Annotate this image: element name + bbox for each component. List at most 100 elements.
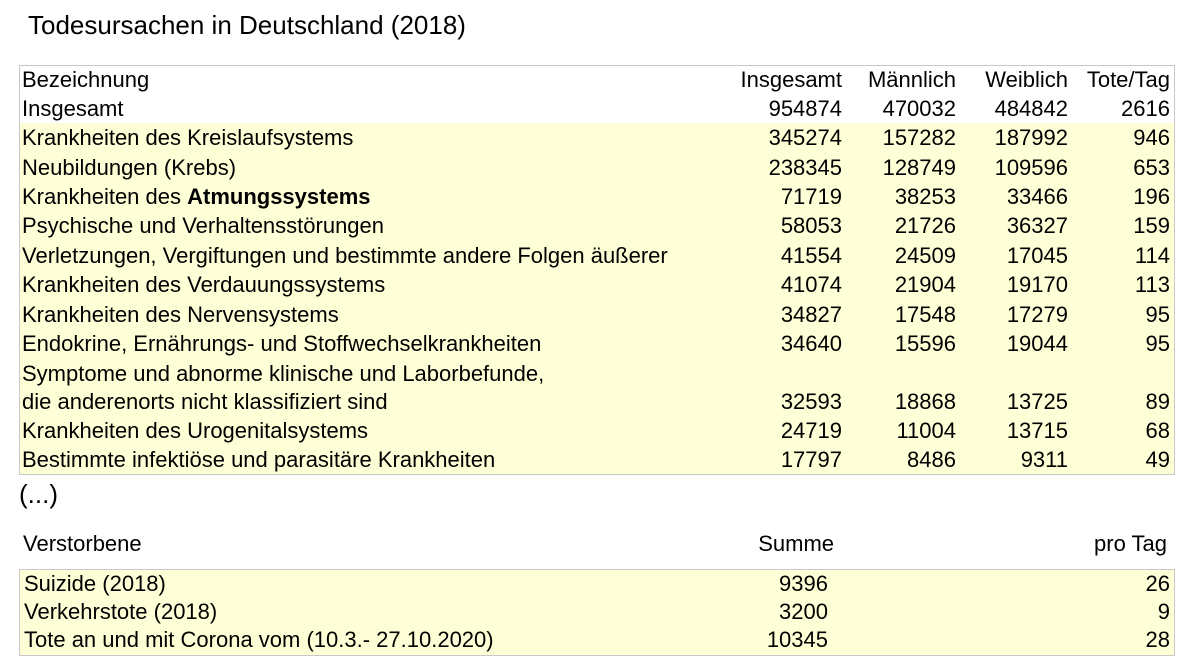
row-male: 17548 (894, 302, 956, 327)
row-total: 58053 (780, 213, 842, 238)
row-female: 19044 (1006, 331, 1068, 356)
row-per-day: 159 (1133, 213, 1170, 238)
row-male: 128749 (882, 155, 956, 180)
row-per-day: 49 (1145, 447, 1170, 472)
row-male: 21904 (894, 272, 956, 297)
row-total: 71719 (780, 184, 842, 209)
row-male: 11004 (896, 418, 956, 443)
table-row: Krankheiten des Verdauungssystems 41074 … (20, 270, 1174, 300)
deaths-row-sum: 3200 (779, 599, 828, 624)
table-row: Krankheiten des Nervensystems 34827 1754… (20, 300, 1174, 329)
deaths-row-per-day: 26 (1145, 571, 1170, 596)
row-total: 238345 (768, 155, 842, 180)
row-total: 41074 (780, 272, 842, 297)
header-total: Insgesamt (740, 67, 843, 92)
row-male: 21726 (894, 213, 956, 238)
row-name: Krankheiten des Atmungssystems (22, 182, 371, 211)
row-female: 9311 (1020, 447, 1068, 472)
row-per-day: 95 (1145, 302, 1170, 327)
row-female: 13715 (1006, 418, 1068, 443)
row-per-day: 68 (1145, 418, 1170, 443)
row-female: 33466 (1006, 184, 1068, 209)
row-per-day: 114 (1134, 243, 1170, 268)
row-name: Krankheiten des Kreislaufsystems (22, 125, 354, 150)
row-per-day: 89 (1145, 389, 1170, 414)
page-title: Todesursachen in Deutschland (2018) (28, 10, 466, 40)
deaths-row-sum: 10345 (766, 627, 828, 652)
row-total: 345274 (768, 125, 842, 150)
row-male: 15596 (894, 331, 956, 356)
row-name-line1: Symptome und abnorme klinische und Labor… (22, 361, 545, 386)
row-name: Verletzungen, Vergiftungen und bestimmte… (22, 243, 668, 268)
row-name: Bestimmte infektiöse und parasitäre Kran… (22, 447, 496, 472)
row-female: 109596 (994, 155, 1068, 180)
row-total: 24719 (780, 418, 842, 443)
table-row: Neubildungen (Krebs) 238345 128749 10959… (20, 153, 1174, 182)
row-female: 36327 (1006, 213, 1068, 238)
row-name: Neubildungen (Krebs) (22, 155, 237, 180)
deaths-row-name: Suizide (2018) (24, 571, 166, 596)
deaths-row: Tote an und mit Corona vom (10.3.- 27.10… (20, 626, 1174, 654)
deaths-row-per-day: 28 (1145, 627, 1170, 652)
row-name: Psychische und Verhaltensstörungen (22, 213, 385, 238)
table-header-row: Bezeichnung Insgesamt Männlich Weiblich … (20, 66, 1174, 95)
table-row: Krankheiten des Kreislaufsystems 345274 … (20, 123, 1174, 153)
table-row: Symptome und abnorme klinische und Labor… (20, 359, 1174, 416)
deaths-header-row: Verstorbene Summe pro Tag (19, 526, 1175, 562)
table-row: Krankheiten des Atmungssystems 71719 382… (20, 182, 1174, 211)
header-per-day: Tote/Tag (1086, 67, 1170, 92)
deaths-row: Verkehrstote (2018) 3200 9 (20, 598, 1174, 626)
table-row: Bestimmte infektiöse und parasitäre Kran… (20, 445, 1174, 474)
deaths-row-per-day: 9 (1157, 599, 1170, 624)
header-name: Bezeichnung (22, 67, 150, 92)
row-total: 34640 (780, 331, 842, 356)
row-male: 157282 (882, 125, 956, 150)
header-male: Männlich (867, 67, 956, 92)
row-per-day: 113 (1134, 272, 1170, 297)
row-name: Insgesamt (22, 96, 124, 121)
row-male: 18868 (894, 389, 956, 414)
table-row: Insgesamt 954874 470032 484842 2616 (20, 95, 1174, 123)
header-female: Weiblich (985, 67, 1068, 92)
row-name-prefix: Krankheiten des (22, 184, 188, 209)
row-female: 13725 (1006, 389, 1068, 414)
row-per-day: 946 (1133, 125, 1170, 150)
row-male: 24509 (894, 243, 956, 268)
row-per-day: 653 (1133, 155, 1170, 180)
row-total: 34827 (780, 302, 842, 327)
row-female: 17045 (1006, 243, 1068, 268)
deaths-row-name: Tote an und mit Corona vom (10.3.- 27.10… (24, 627, 494, 652)
deaths-row-sum: 9396 (779, 571, 828, 596)
deaths-row-name: Verkehrstote (2018) (24, 599, 218, 624)
row-total: 954874 (768, 96, 842, 121)
deaths-comparison-table: Verstorbene Summe pro Tag Suizide (2018)… (19, 526, 1175, 656)
table-row: Endokrine, Ernährungs- und Stoffwechselk… (20, 329, 1174, 359)
row-female: 19170 (1006, 272, 1068, 297)
row-total: 32593 (780, 389, 842, 414)
row-name-bold: Atmungssystems (187, 184, 371, 209)
row-total: 41554 (780, 243, 842, 268)
table-row: Verletzungen, Vergiftungen und bestimmte… (20, 241, 1174, 270)
deaths-rows: Suizide (2018) 9396 26 Verkehrstote (201… (19, 569, 1175, 656)
row-per-day: 196 (1133, 184, 1170, 209)
deaths-header-per-day: pro Tag (1094, 531, 1167, 556)
causes-of-death-table: Bezeichnung Insgesamt Männlich Weiblich … (19, 65, 1175, 475)
row-female: 187992 (994, 125, 1068, 150)
deaths-header-sum: Summe (758, 531, 834, 556)
row-name: Endokrine, Ernährungs- und Stoffwechselk… (22, 331, 542, 356)
row-name: Krankheiten des Nervensystems (22, 302, 339, 327)
row-female: 17279 (1006, 302, 1068, 327)
ellipsis-text: (...) (19, 479, 58, 509)
table-row: Krankheiten des Urogenitalsystems 24719 … (20, 416, 1174, 445)
row-per-day: 95 (1145, 331, 1170, 356)
row-male: 8486 (907, 447, 956, 472)
deaths-header-name: Verstorbene (23, 531, 142, 556)
row-total: 17797 (780, 447, 842, 472)
deaths-row: Suizide (2018) 9396 26 (20, 570, 1174, 598)
row-male: 470032 (882, 96, 956, 121)
row-per-day: 2616 (1121, 96, 1170, 121)
row-male: 38253 (894, 184, 956, 209)
row-name: Krankheiten des Verdauungssystems (22, 272, 386, 297)
table-row: Psychische und Verhaltensstörungen 58053… (20, 211, 1174, 241)
row-female: 484842 (994, 96, 1068, 121)
